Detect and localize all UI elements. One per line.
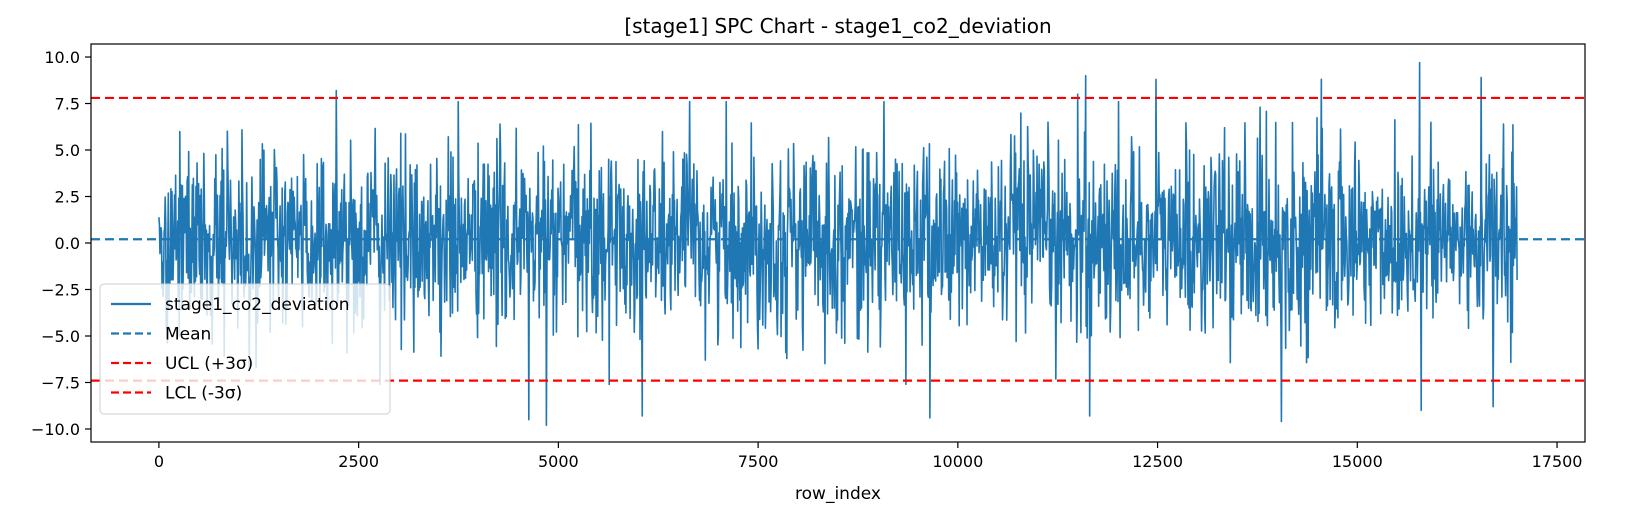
x-tick-label: 0 [154,452,164,471]
series-line-stage1-co2-deviation [158,61,1518,427]
x-tick-label: 10000 [932,452,983,471]
legend-label: UCL (+3σ) [165,354,253,374]
legend: stage1_co2_deviation Mean UCL (+3σ) LCL (-3… [99,283,391,415]
x-tick-label: 17500 [1532,452,1583,471]
x-axis: 0 2500 5000 7500 10000 12500 15000 17500 [154,442,1583,471]
y-tick-label: 7.5 [55,95,80,114]
x-tick-label: 15000 [1332,452,1383,471]
y-tick-label: −2.5 [41,280,80,299]
y-tick-label: 10.0 [44,48,80,67]
x-tick-label: 5000 [538,452,579,471]
x-axis-label: row_index [795,484,881,504]
chart-title: [stage1] SPC Chart - stage1_co2_deviatio… [624,14,1051,38]
legend-box [99,283,391,415]
y-axis: 10.0 7.5 5.0 2.5 0.0 −2.5 −5.0 −7.5 −10.0 [31,48,91,439]
x-tick-label: 7500 [738,452,779,471]
y-tick-label: −10.0 [31,420,80,439]
y-tick-label: 5.0 [55,141,80,160]
x-tick-label: 2500 [338,452,379,471]
y-tick-label: 2.5 [55,188,80,207]
y-tick-label: 0.0 [55,234,80,253]
x-tick-label: 12500 [1132,452,1183,471]
legend-label: Mean [165,325,211,345]
series-layer [158,61,1518,427]
legend-label: LCL (-3σ) [165,384,242,404]
legend-label: stage1_co2_deviation [165,295,350,315]
plot-layer [91,61,1585,427]
y-tick-label: −5.0 [41,327,80,346]
y-tick-label: −7.5 [41,373,80,392]
